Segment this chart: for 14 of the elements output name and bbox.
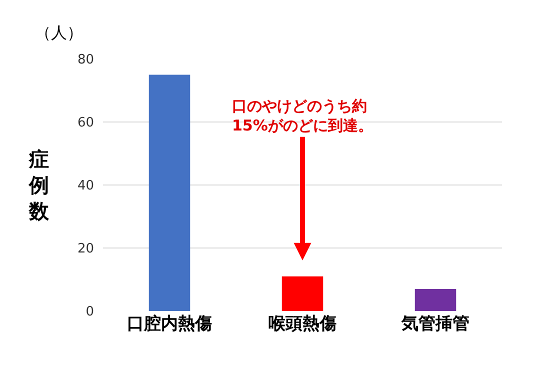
y-tick-label: 0	[86, 304, 94, 320]
y-tick-label: 60	[77, 116, 94, 131]
y-tick-label: 20	[77, 242, 94, 257]
y-tick-label: 40	[77, 178, 94, 194]
bar	[282, 276, 324, 311]
annotation: 口のやけどのうち約15%がのどに到達。	[232, 97, 373, 134]
bar	[414, 288, 456, 311]
x-tick-label: 喉頭熱傷	[268, 314, 336, 334]
x-tick-label: 気管挿管	[400, 314, 470, 334]
y-axis-title: 症例数	[28, 147, 50, 223]
bar	[148, 74, 190, 311]
x-tick-label: 口腔内熱傷	[127, 314, 212, 334]
text: （人）	[35, 23, 83, 42]
y-tick-label: 80	[77, 52, 94, 68]
